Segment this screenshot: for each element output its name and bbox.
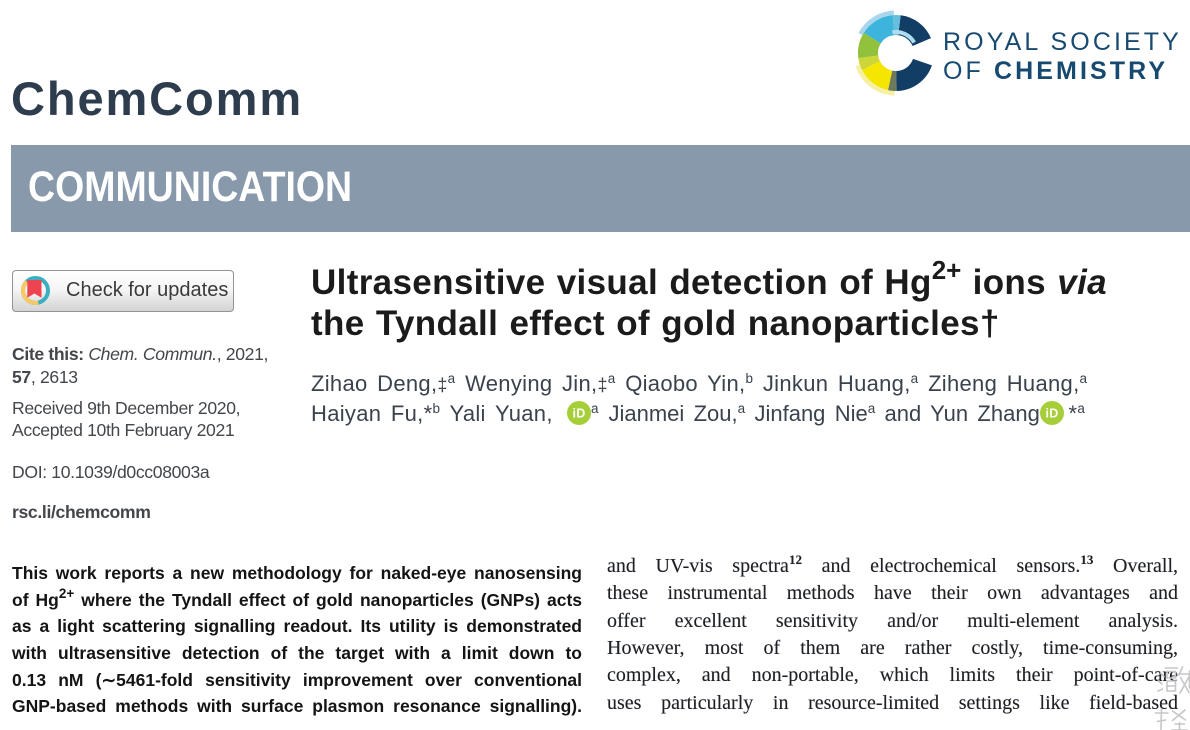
svg-text:OF CHEMISTRY: OF CHEMISTRY — [943, 57, 1168, 85]
svg-text:iD: iD — [572, 406, 585, 420]
svg-text:iD: iD — [1045, 406, 1058, 420]
svg-text:ROYAL SOCIETY: ROYAL SOCIETY — [943, 28, 1182, 56]
